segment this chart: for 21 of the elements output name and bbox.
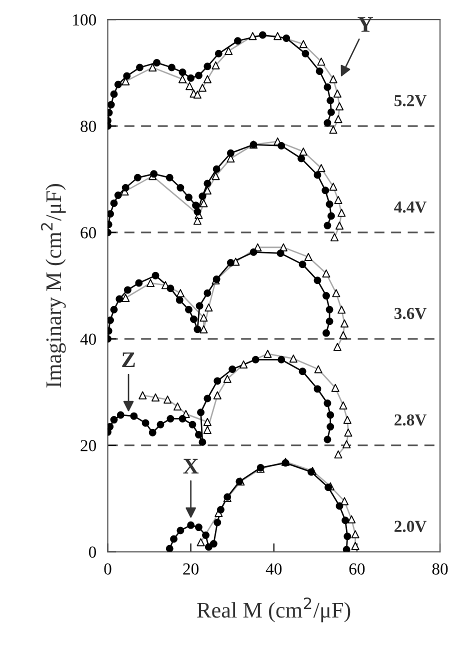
x-tick-label: 60 (349, 563, 365, 575)
annotation: Z (122, 352, 135, 368)
y-tick-label: 80 (80, 120, 96, 132)
x-tick-label: 20 (183, 563, 199, 575)
y-tick-label: 100 (73, 14, 96, 26)
annotation: X (183, 458, 199, 474)
annotation: 2.0V (394, 520, 427, 532)
ref-line-label: 4.4V (394, 202, 427, 213)
x-tick-label: 0 (104, 563, 112, 575)
x-tick-label: 40 (266, 563, 282, 575)
ref-line-label: 2.8V (394, 414, 427, 426)
y-axis-title: Imaginary M (cm$^{2}$/μF) (40, 184, 66, 388)
y-tick-label: 40 (80, 334, 96, 345)
annotation: Y (358, 17, 373, 32)
x-axis-title: Real M (cm$^{2}$/μF) (197, 597, 350, 622)
ref-line-label: 3.6V (394, 308, 427, 320)
ref-line-label: 5.2V (394, 95, 427, 106)
x-tick-label: 80 (432, 563, 448, 575)
y-tick-label: 60 (80, 227, 96, 238)
y-tick-label: 0 (88, 546, 96, 558)
y-tick-label: 20 (80, 440, 96, 452)
